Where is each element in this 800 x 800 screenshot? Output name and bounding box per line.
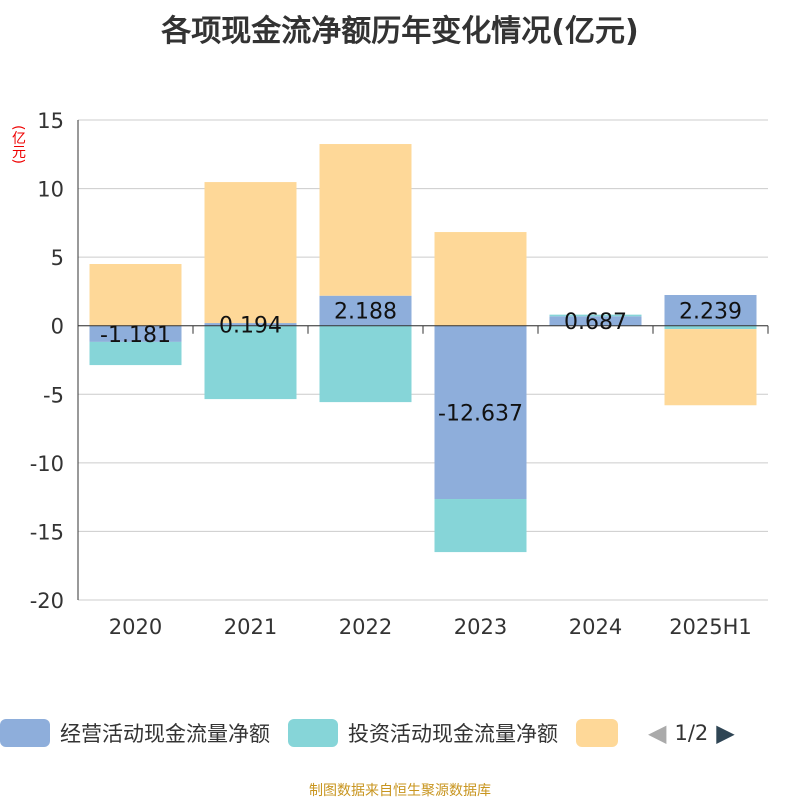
bar xyxy=(89,325,182,342)
bar xyxy=(89,341,182,366)
data-label: -12.637 xyxy=(438,401,523,426)
legend-prev-page-icon[interactable]: ◀ xyxy=(648,719,667,747)
legend-item-financing[interactable] xyxy=(576,719,628,747)
bar xyxy=(434,325,527,500)
legend-item-investing[interactable]: 投资活动现金流量净额 xyxy=(288,718,558,748)
bar xyxy=(664,295,757,326)
legend: 经营活动现金流量净额 投资活动现金流量净额 ◀ 1/2 ▶ xyxy=(0,718,735,748)
legend-swatch xyxy=(576,719,618,747)
chart-plot: 15 10 5 0 -5 -10 -15 -20 2020 2021 2022 2023 2024 202… xyxy=(30,109,769,639)
x-tick-label: 2025H1 xyxy=(669,615,752,639)
y-tick-label: 0 xyxy=(51,315,64,339)
bar xyxy=(204,182,297,324)
x-tick-label: 2024 xyxy=(569,615,622,639)
x-tick-label: 2021 xyxy=(224,615,277,639)
y-tick-label: 15 xyxy=(37,109,64,133)
legend-item-operating[interactable]: 经营活动现金流量净额 xyxy=(0,718,270,748)
legend-swatch xyxy=(288,719,338,747)
chart-title: 各项现金流净额历年变化情况(亿元) xyxy=(161,14,639,49)
data-label: -1.181 xyxy=(100,323,171,348)
y-tick-label: 5 xyxy=(51,246,64,270)
bar xyxy=(549,314,642,317)
x-tick-label: 2023 xyxy=(454,615,507,639)
y-tick-label: 10 xyxy=(37,178,64,202)
data-label: 2.188 xyxy=(334,300,397,325)
data-label: 0.194 xyxy=(219,313,282,338)
source-note: 制图数据来自恒生聚源数据库 xyxy=(309,783,491,799)
bar xyxy=(549,316,642,326)
legend-label: 投资活动现金流量净额 xyxy=(348,722,558,746)
bar xyxy=(89,264,182,326)
x-tick-label: 2020 xyxy=(109,615,162,639)
legend-page: 1/2 xyxy=(674,721,709,745)
y-tick-label: -20 xyxy=(30,589,64,613)
data-label: 0.687 xyxy=(564,310,627,335)
bar xyxy=(204,325,297,400)
legend-next-page-icon[interactable]: ▶ xyxy=(716,719,735,747)
bar xyxy=(319,295,412,326)
x-tick-label: 2022 xyxy=(339,615,392,639)
bar xyxy=(434,499,527,553)
y-tick-label: -15 xyxy=(30,520,64,544)
bar xyxy=(319,325,412,403)
y-axis-unit: (亿元) xyxy=(10,125,26,164)
bar xyxy=(664,325,757,330)
legend-label: 经营活动现金流量净额 xyxy=(60,722,270,746)
legend-swatch xyxy=(0,719,50,747)
bar xyxy=(204,323,297,326)
data-label: 2.239 xyxy=(679,299,742,324)
y-tick-label: -5 xyxy=(43,383,64,407)
bar xyxy=(319,144,412,296)
bar xyxy=(434,232,527,326)
y-tick-label: -10 xyxy=(30,452,64,476)
bar xyxy=(664,329,757,406)
